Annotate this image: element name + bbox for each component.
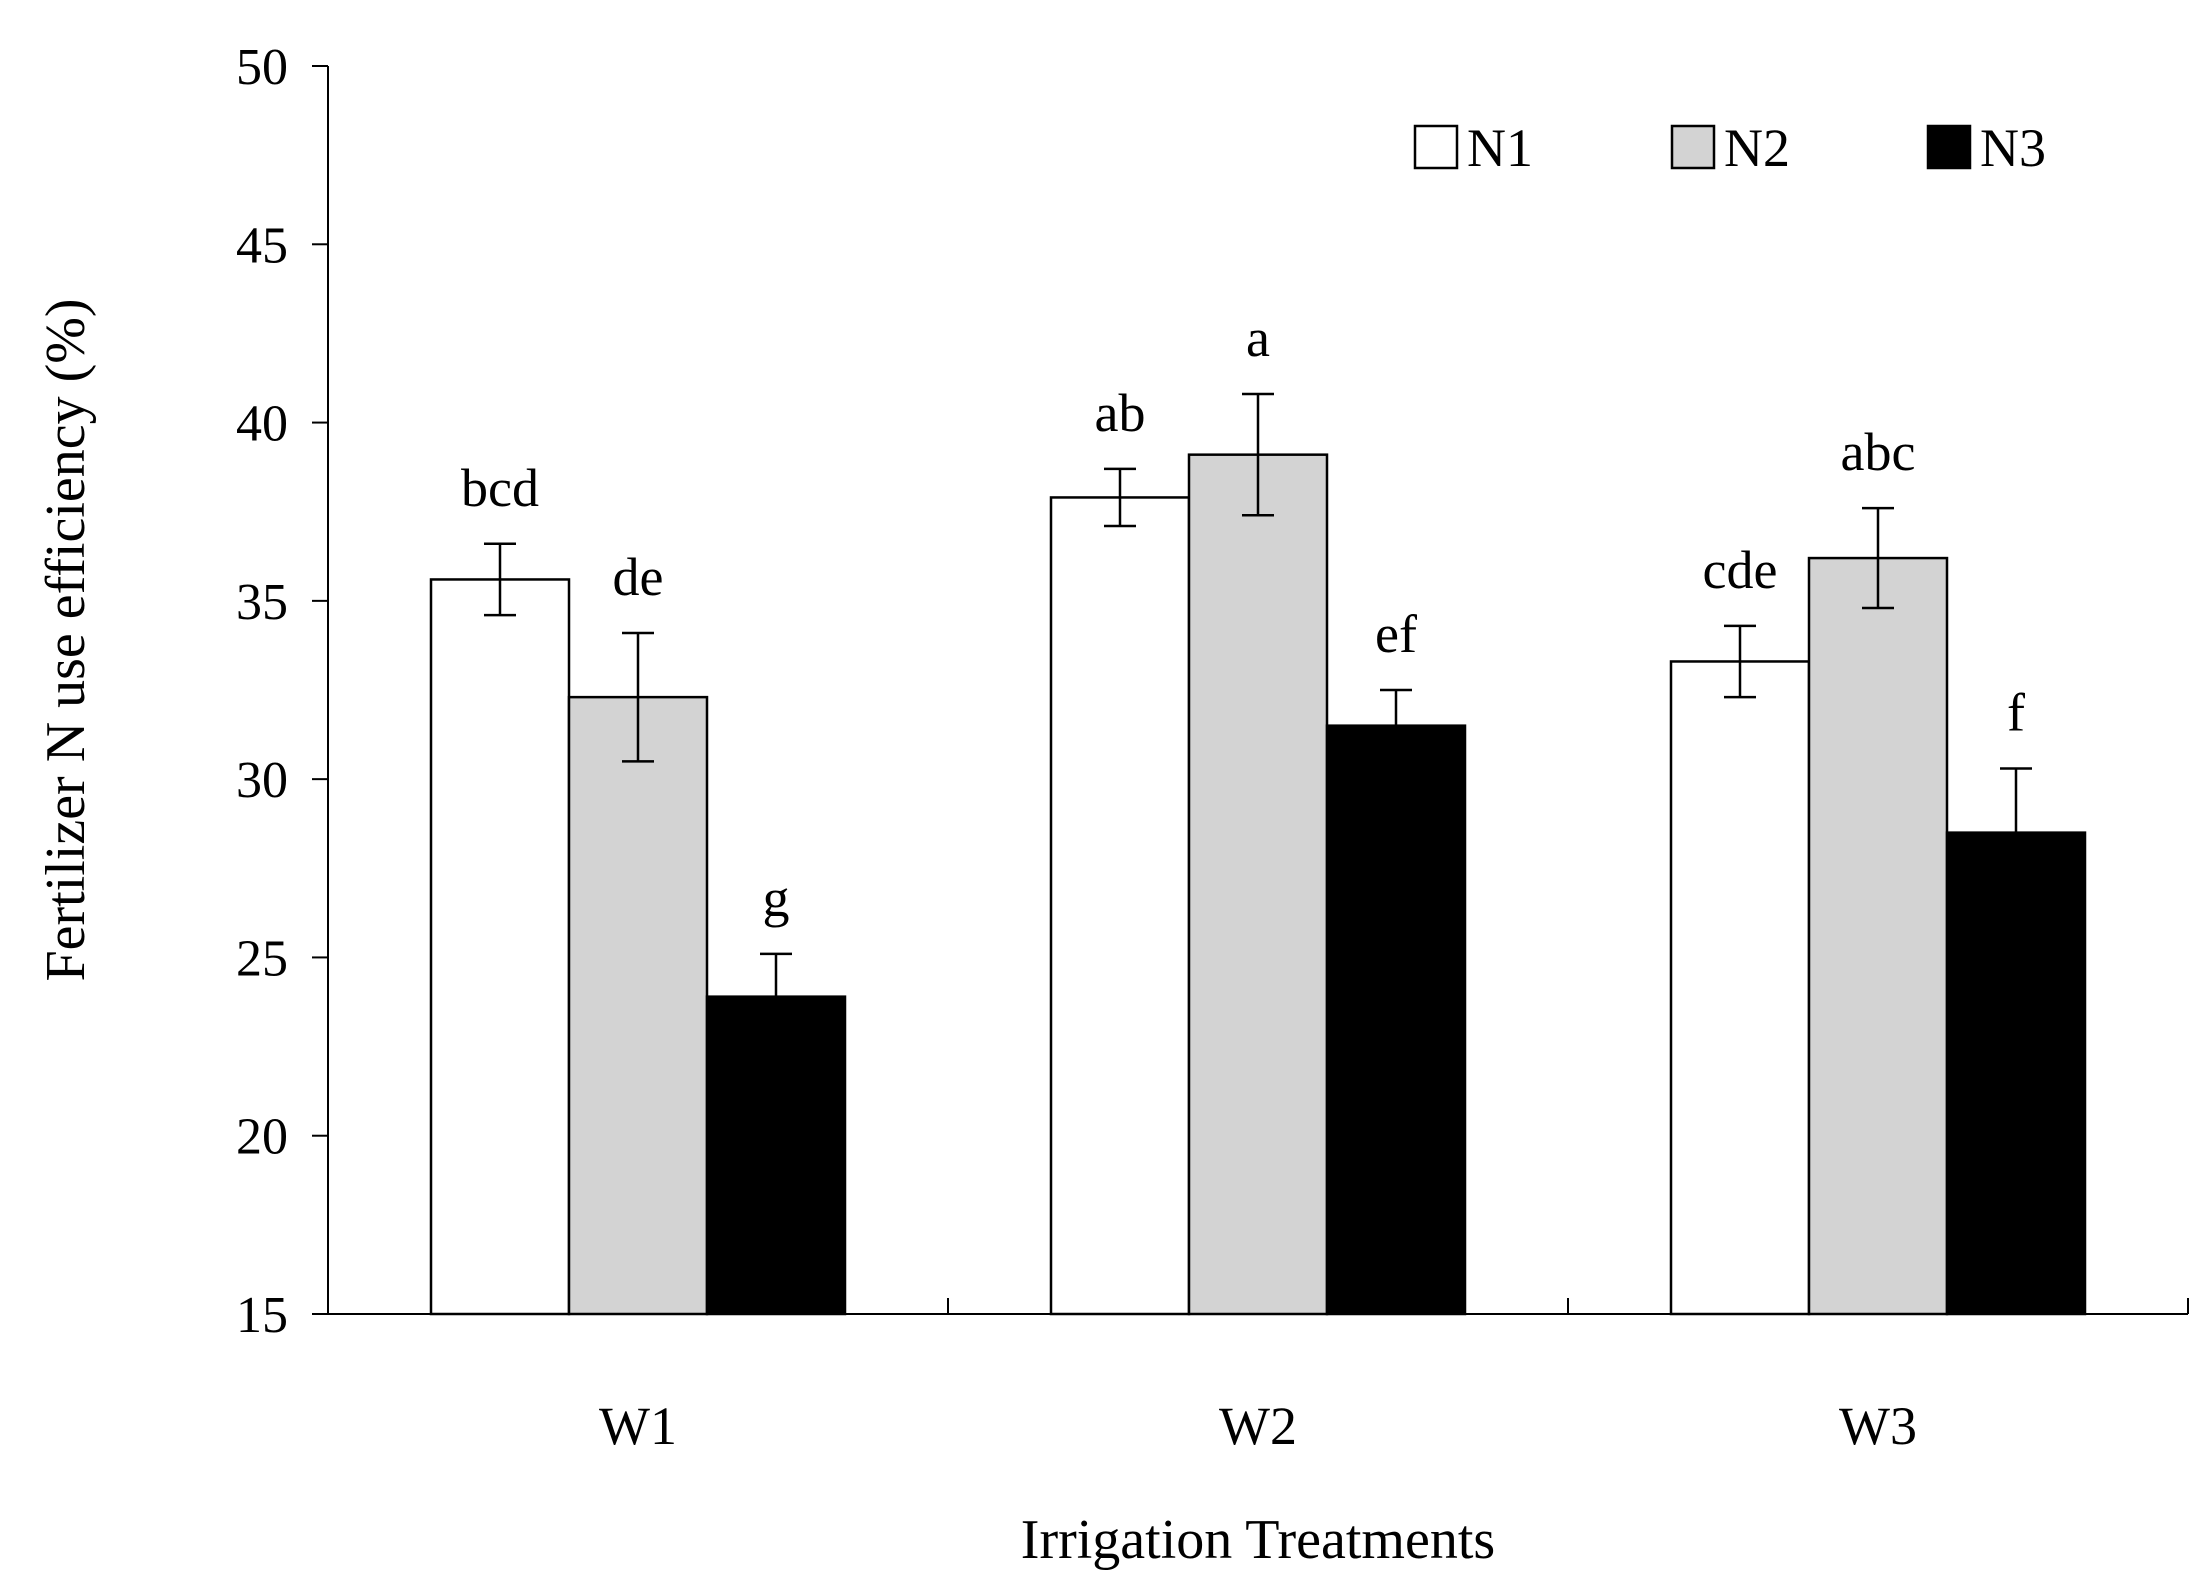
legend: N1 N2 N3 bbox=[1413, 118, 2046, 178]
bar-n3-w2 bbox=[1325, 724, 1467, 1316]
significance-label: a bbox=[1246, 308, 1270, 368]
significance-label: cde bbox=[1703, 540, 1778, 600]
bar-n1-w2 bbox=[1049, 496, 1191, 1316]
y-tick-label: 50 bbox=[236, 39, 288, 96]
significance-label: ef bbox=[1375, 604, 1417, 664]
y-tick-label: 30 bbox=[236, 752, 288, 809]
legend-swatch-n1 bbox=[1413, 124, 1459, 170]
bar-n1-w1 bbox=[429, 578, 571, 1316]
y-tick-label: 25 bbox=[236, 930, 288, 987]
y-tick-label: 20 bbox=[236, 1109, 288, 1166]
y-tick-label: 15 bbox=[236, 1287, 288, 1344]
significance-label: f bbox=[2007, 682, 2025, 742]
bars bbox=[429, 392, 2087, 1316]
legend-swatch-n3 bbox=[1926, 124, 1972, 170]
bar-n2-w2 bbox=[1187, 453, 1329, 1316]
legend-swatch-n2 bbox=[1670, 124, 1716, 170]
significance-label: g bbox=[763, 868, 790, 928]
significance-label: bcd bbox=[461, 458, 539, 518]
bar-n2-w3 bbox=[1807, 556, 1949, 1316]
y-axis-title: Fertilizer N use efficiency (%) bbox=[35, 298, 97, 981]
y-tick-label: 35 bbox=[236, 574, 288, 631]
significance-label: ab bbox=[1095, 383, 1146, 443]
bar-n1-w3 bbox=[1669, 660, 1811, 1316]
y-tick-label: 40 bbox=[236, 396, 288, 453]
legend-label-n2: N2 bbox=[1724, 118, 1790, 178]
axes: 15 20 25 30 35 40 45 50 bbox=[236, 39, 2189, 1344]
y-tick-label: 45 bbox=[236, 217, 288, 274]
x-category-label: W3 bbox=[1839, 1396, 1917, 1456]
significance-label: de bbox=[613, 547, 664, 607]
bar-n3-w1 bbox=[705, 995, 847, 1316]
x-axis-title: Irrigation Treatments bbox=[1021, 1509, 1495, 1571]
x-category-label: W2 bbox=[1219, 1396, 1297, 1456]
legend-label-n3: N3 bbox=[1980, 118, 2046, 178]
bar-n2-w1 bbox=[567, 695, 709, 1316]
bar-n3-w3 bbox=[1945, 831, 2087, 1316]
legend-label-n1: N1 bbox=[1467, 118, 1533, 178]
x-category-label: W1 bbox=[599, 1396, 677, 1456]
labels: W1 bcd de g W2 ab a ef W3 cde abc f bbox=[461, 308, 2025, 1456]
significance-label: abc bbox=[1841, 422, 1916, 482]
